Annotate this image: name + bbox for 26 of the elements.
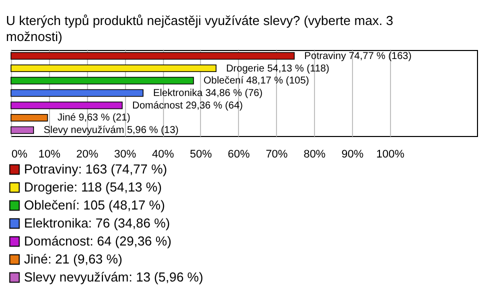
x-tick-label: 30% (114, 148, 136, 160)
x-tick-label: 60% (228, 148, 250, 160)
legend-label: Jiné: 21 (9,63 %) (24, 252, 122, 266)
legend-label: Oblečení: 105 (48,17 %) (24, 198, 165, 212)
chart-title: U kterých typů produktů nejčastěji využíváte slevy? (vyberte max. 3 možnosti) (6, 13, 394, 44)
x-tick-label: 40% (152, 148, 174, 160)
x-tick-label: 90% (341, 148, 364, 160)
data-label: Elektronika 34,86 % (76) (153, 88, 263, 99)
legend-label: Slevy nevyužívám: 13 (5,96 %) (24, 270, 204, 284)
data-label: Slevy nevyužívám 5,96 % (13) (44, 125, 179, 136)
x-tick-label: 10% (38, 148, 61, 160)
data-label: Jiné 9,63 % (21) (57, 112, 130, 124)
x-tick-label: 20% (76, 148, 98, 160)
data-label: Potraviny 74,77 % (163) (304, 50, 412, 62)
data-label: Domácnost 29,36 % (64) (132, 100, 243, 112)
data-label: Drogerie 54,13 % (118) (226, 63, 330, 74)
x-tick-label: 80% (304, 148, 326, 160)
x-tick-label: 0% (12, 148, 28, 160)
data-label: Oblečení 48,17 % (105) (204, 76, 310, 87)
x-tick-label: 100% (376, 148, 405, 160)
x-tick-label: 70% (266, 148, 288, 160)
legend-label: Potraviny: 163 (74,77 %) (24, 162, 168, 176)
legend-label: Drogerie: 118 (54,13 %) (24, 180, 162, 194)
legend-label: Domácnost: 64 (29,36 %) (24, 234, 172, 248)
x-tick-label: 50% (190, 148, 212, 160)
legend-label: Elektronika: 76 (34,86 %) (24, 216, 170, 230)
